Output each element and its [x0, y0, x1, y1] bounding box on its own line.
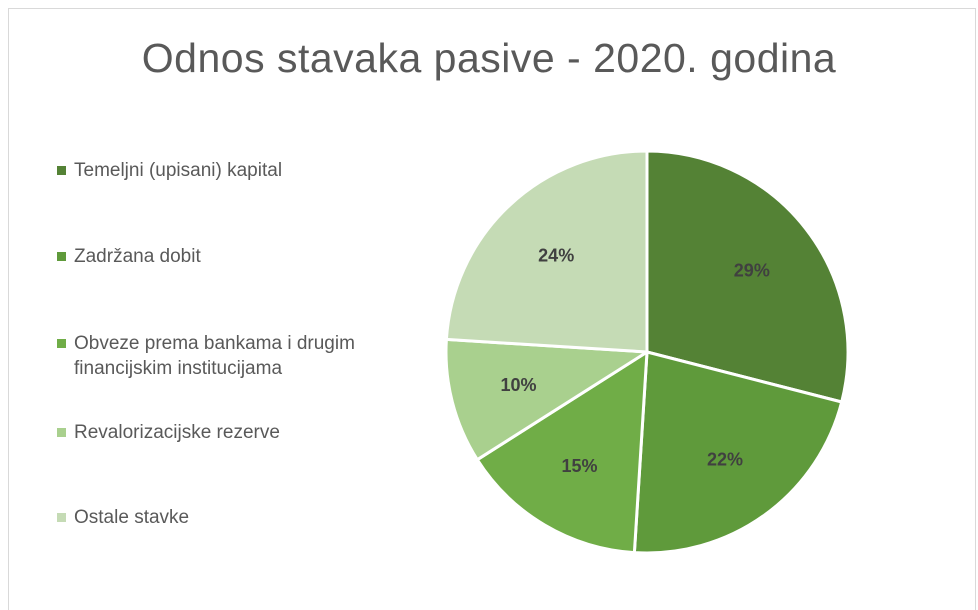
data-label-0: 29%: [734, 261, 770, 281]
legend-label: Ostale stavke: [74, 507, 190, 528]
legend-item-zadrzana-dobit: Zadržana dobit: [57, 244, 394, 269]
legend-swatch: [57, 166, 66, 175]
pie-slice-3: [444, 337, 649, 462]
data-label-4: 24%: [538, 245, 574, 265]
legend-swatch: [57, 513, 66, 522]
legend-label: Obveze prema bankama i drugim financijsk…: [74, 333, 355, 379]
pie-slices: [444, 149, 850, 555]
legend-label: Zadržana dobit: [74, 246, 201, 267]
legend-swatch: [57, 428, 66, 437]
legend-item-temeljni-kapital: Temeljni (upisani) kapital: [57, 158, 394, 183]
legend-item-revalorizacijske-rezerve: Revalorizacijske rezerve: [57, 420, 394, 445]
pie-slice-0: [645, 149, 850, 404]
legend-label: Temeljni (upisani) kapital: [74, 160, 283, 181]
pie-slice-1: [632, 350, 844, 555]
data-label-3: 10%: [500, 375, 536, 395]
pie-slice-4: [444, 149, 649, 354]
legend-swatch: [57, 339, 66, 348]
data-label-2: 15%: [561, 456, 597, 476]
chart-title: Odnos stavaka pasive - 2020. godina: [141, 35, 837, 81]
legend-item-ostale-stavke: Ostale stavke: [57, 505, 394, 530]
legend-label: Revalorizacijske rezerve: [74, 422, 280, 443]
legend-item-obveze-prema-bankama: Obveze prema bankama i drugim financijsk…: [57, 331, 394, 381]
pie-slice-2: [475, 350, 649, 555]
pie-labels: 29% 22% 15% 10% 24%: [500, 245, 769, 476]
data-label-1: 22%: [707, 449, 743, 469]
legend-swatch: [57, 252, 66, 261]
